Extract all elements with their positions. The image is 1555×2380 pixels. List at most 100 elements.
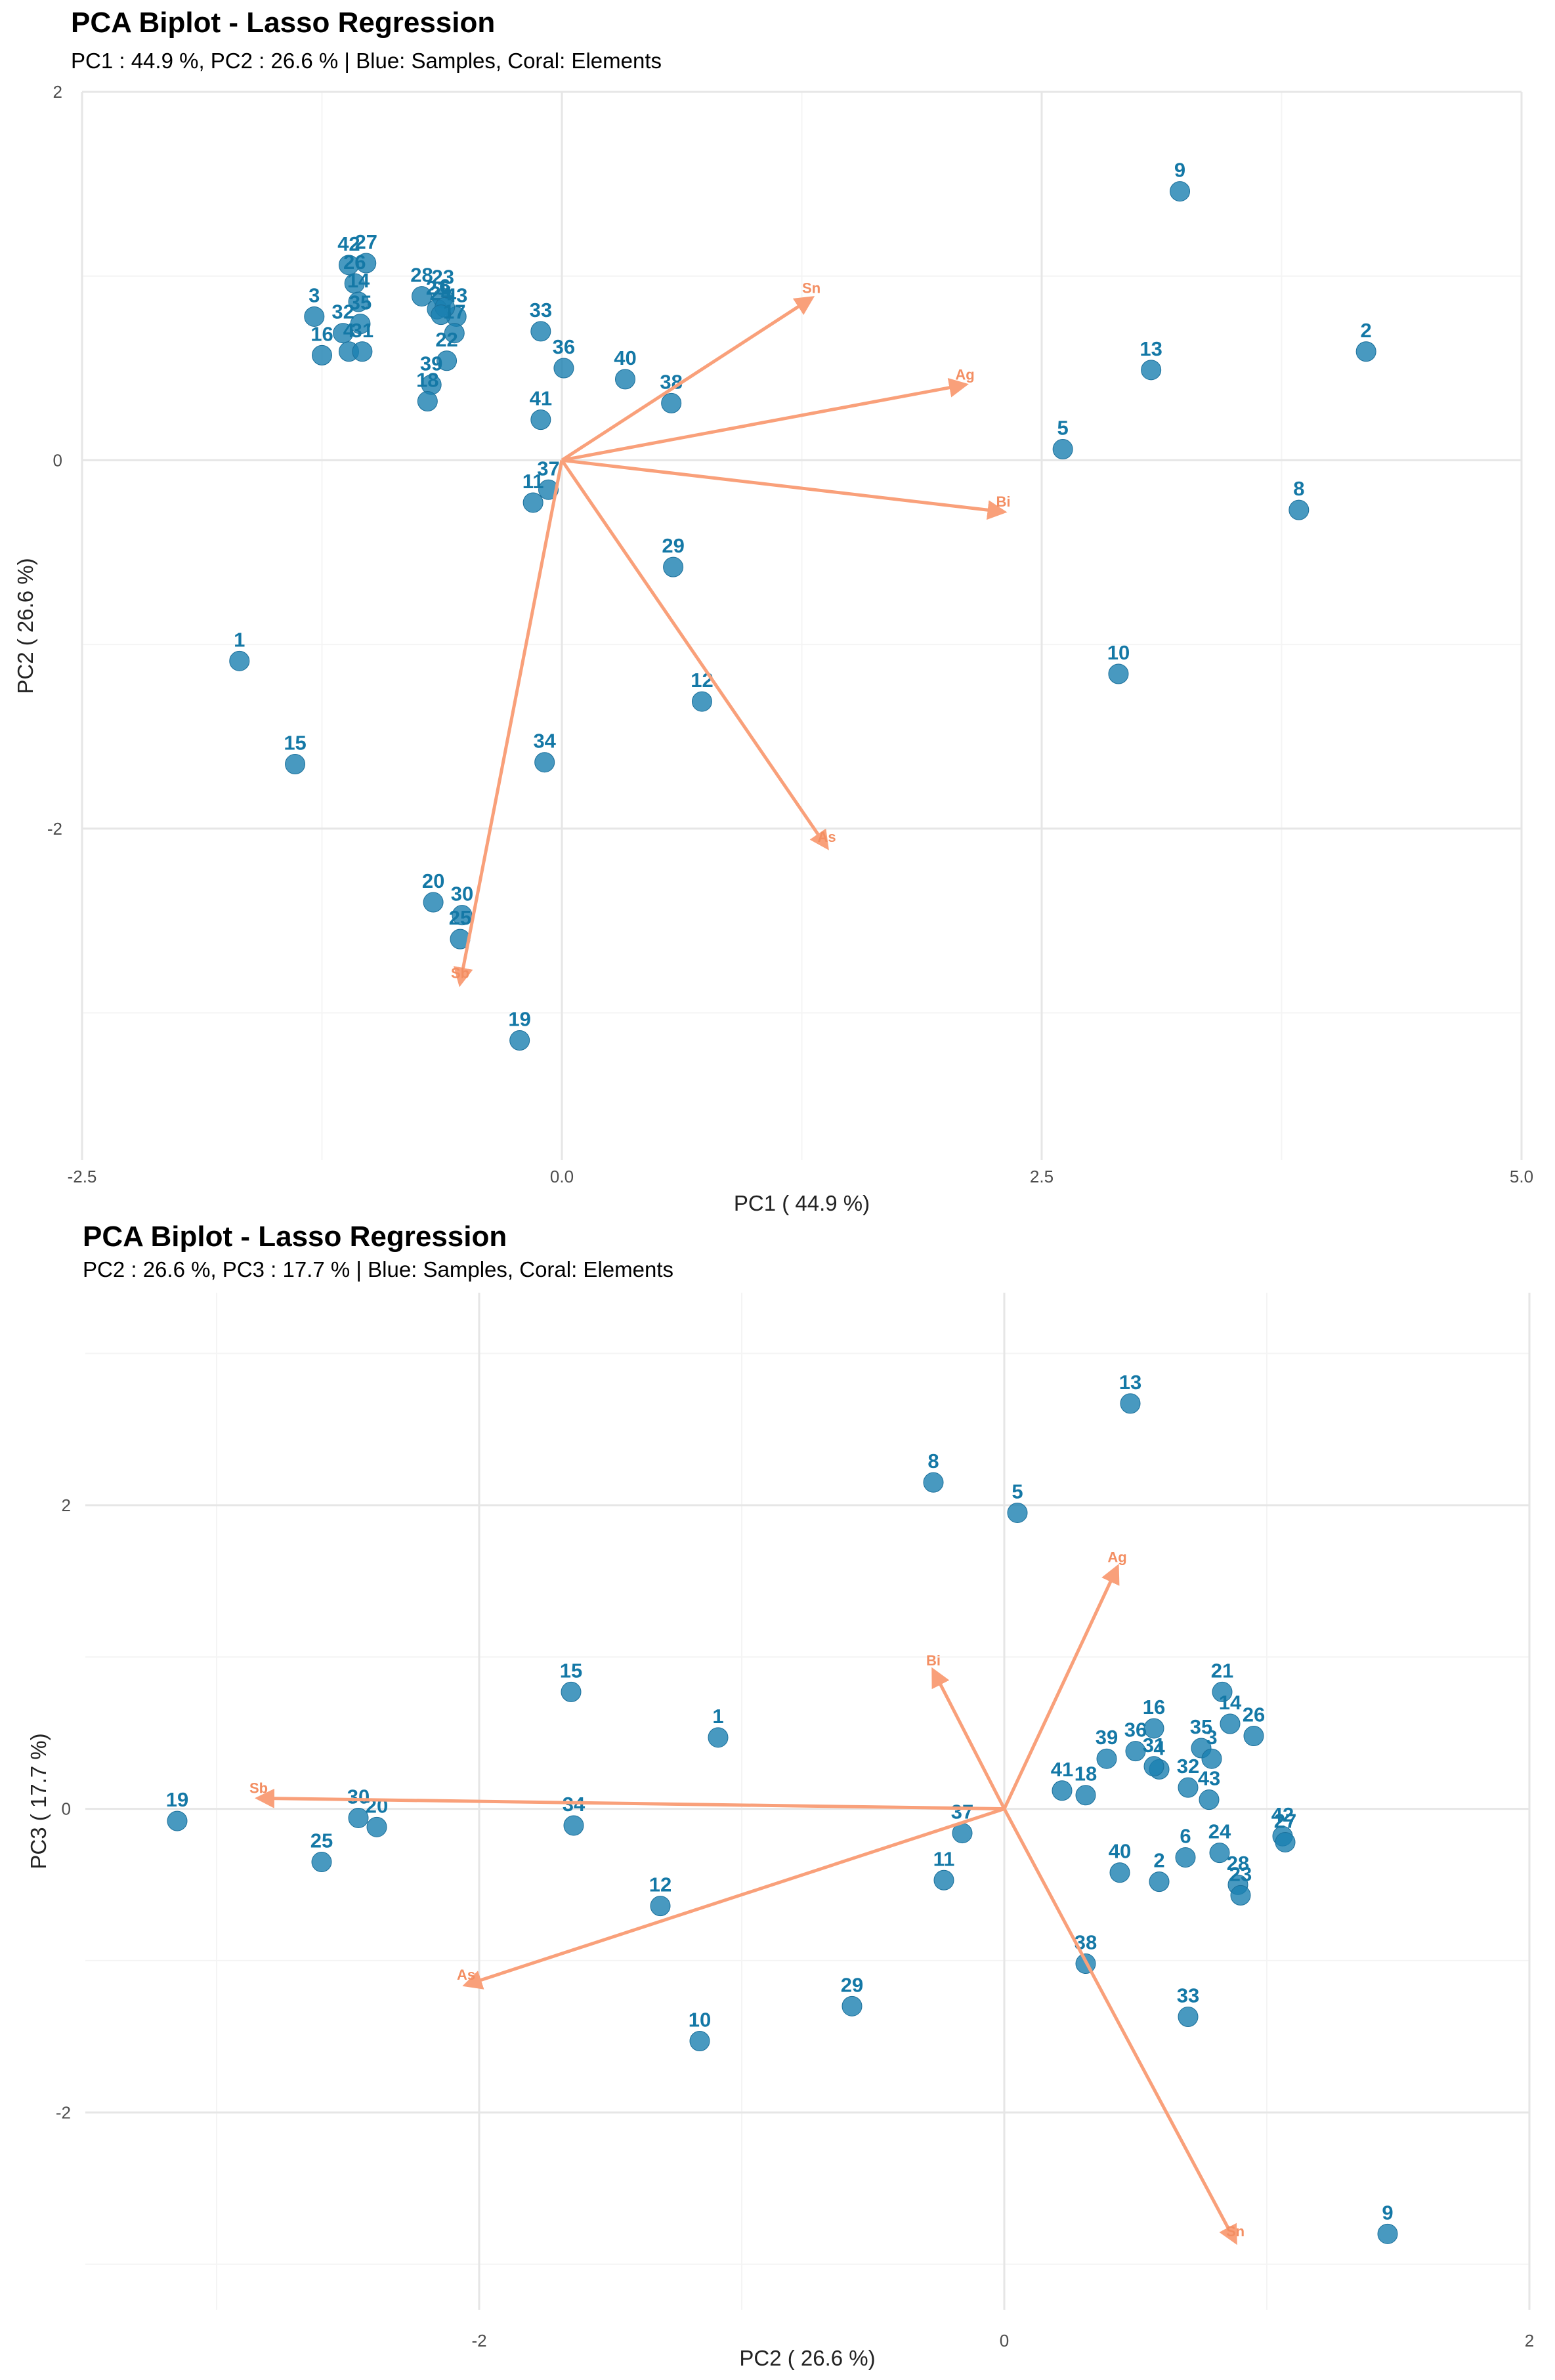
sample-label: 27 (1274, 1809, 1296, 1832)
sample-label: 19 (166, 1788, 188, 1811)
sample-label: 8 (927, 1450, 939, 1472)
sample-label: 6 (1180, 1825, 1191, 1848)
sample-point (312, 344, 332, 365)
sample-label: 41 (530, 387, 552, 410)
sample-point (1230, 1885, 1251, 1906)
x-tick-label: 5.0 (1510, 1167, 1533, 1186)
sample-point (417, 391, 438, 412)
sample-label: 36 (1124, 1719, 1147, 1742)
sample-label: 17 (443, 301, 465, 324)
element-label: Sb (249, 1780, 268, 1796)
sample-point (1170, 181, 1191, 202)
sample-point (229, 650, 250, 671)
sample-point (1243, 1726, 1264, 1747)
loading-arrow (453, 459, 564, 988)
sample-label: 11 (522, 470, 544, 493)
sample-label: 5 (1057, 417, 1069, 440)
sample-point (1209, 1843, 1230, 1864)
x-axis-title: PC1 ( 44.9 %) (734, 1191, 870, 1215)
element-label: Ag (1107, 1549, 1126, 1566)
sample-point (1108, 663, 1129, 684)
sample-label: 24 (1208, 1820, 1231, 1843)
biplot-pc1-pc2: PCA Biplot - Lasso Regression PC1 : 44.9… (13, 7, 1533, 1215)
sample-point (538, 479, 559, 500)
sample-label: 5 (1012, 1480, 1023, 1503)
sample-label: 28 (1227, 1852, 1249, 1875)
sample-label: 8 (1293, 477, 1304, 500)
sample-point (1052, 439, 1073, 460)
sample-label: 35 (349, 291, 372, 314)
sample-point (1143, 1756, 1164, 1777)
x-tick-label: 0 (1000, 2331, 1009, 2350)
y-tick-label: 0 (62, 1799, 71, 1819)
y-tick-label: 2 (53, 82, 62, 102)
sample-point (530, 409, 551, 430)
x-tick-label: -2.5 (68, 1167, 97, 1186)
sample-point (437, 350, 458, 371)
sample-point (1275, 1831, 1296, 1852)
x-tick-label: 0.0 (550, 1167, 574, 1186)
sample-label: 31 (351, 319, 373, 342)
sample-point (1175, 1847, 1196, 1868)
grid (81, 91, 1523, 1160)
chart-title: PCA Biplot - Lasso Regression (83, 1221, 507, 1253)
y-axis-title: PC2 ( 26.6 %) (13, 558, 37, 694)
sample-label: 4 (343, 319, 355, 342)
sample-label: 33 (530, 299, 552, 322)
sample-label: 15 (284, 732, 306, 755)
x-tick-label: 2.5 (1030, 1167, 1054, 1186)
sample-label: 38 (1075, 1931, 1097, 1954)
element-label: Bi (996, 493, 1011, 510)
sample-label: 16 (310, 322, 333, 345)
loading-arrow (560, 459, 829, 850)
loading-arrow (561, 296, 815, 462)
sample-point (530, 321, 551, 342)
loading-arrow (561, 377, 969, 462)
sample-point (1149, 1871, 1170, 1892)
sample-point (1120, 1393, 1141, 1414)
sample-point (553, 358, 574, 379)
sample-label: 30 (347, 1785, 370, 1808)
sample-label: 35 (1190, 1715, 1212, 1738)
sample-point (285, 754, 306, 775)
sample-label: 16 (1143, 1696, 1165, 1719)
sample-point (1199, 1789, 1220, 1810)
x-tick-label: -2 (471, 2331, 486, 2350)
loading-arrow (1002, 1808, 1237, 2245)
sample-label: 42 (337, 232, 360, 255)
sample-label: 29 (662, 534, 684, 557)
element-label: Sn (1226, 2223, 1245, 2240)
sample-label: 4 (1153, 1736, 1165, 1759)
y-tick-label: 0 (53, 450, 62, 470)
sample-label: 41 (1051, 1758, 1073, 1781)
sample-label: 21 (426, 276, 448, 299)
sample-label: 39 (420, 352, 442, 375)
x-tick-label: 2 (1525, 2331, 1534, 2350)
sample-label: 25 (449, 906, 471, 929)
y-tick-label: -2 (47, 819, 62, 839)
sample-point (691, 691, 712, 712)
element-label: As (817, 829, 836, 845)
sample-label: 29 (841, 1973, 863, 1996)
sample-point (412, 286, 433, 307)
sample-label: 3 (1206, 1726, 1217, 1749)
sample-label: 1 (234, 628, 245, 651)
sample-label: 14 (347, 269, 370, 292)
sample-label: 31 (1143, 1734, 1165, 1757)
sample-point (1125, 1741, 1146, 1762)
sample-label: 10 (689, 2009, 711, 2032)
sample-point (1052, 1780, 1073, 1801)
sample-label: 36 (553, 335, 575, 358)
sample-point (1007, 1502, 1028, 1523)
sample-point (663, 556, 684, 577)
y-tick-label: 2 (62, 1495, 71, 1515)
sample-label: 34 (533, 730, 556, 753)
sample-label: 32 (331, 301, 354, 324)
loading-vectors: Ag Bi Sb As Sn (249, 1549, 1245, 2245)
sample-point (423, 892, 444, 913)
sample-point (1075, 1785, 1096, 1806)
sample-label: 2 (1153, 1849, 1164, 1872)
sample-label: 11 (933, 1847, 955, 1870)
sample-label: 40 (614, 346, 636, 369)
sample-point (356, 253, 377, 274)
